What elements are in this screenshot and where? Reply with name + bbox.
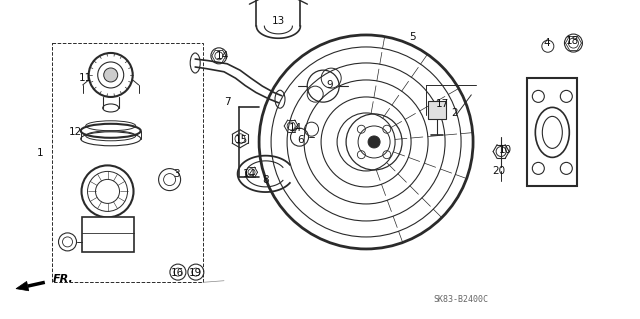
Circle shape	[432, 105, 442, 115]
Text: 17: 17	[436, 99, 449, 109]
Text: 14: 14	[216, 51, 229, 61]
Text: 5: 5	[410, 32, 416, 42]
Text: 20: 20	[493, 166, 506, 176]
Text: FR.: FR.	[53, 274, 74, 284]
Text: 4: 4	[544, 38, 550, 48]
Text: 7: 7	[224, 97, 230, 107]
Text: 11: 11	[79, 73, 92, 83]
Circle shape	[368, 136, 380, 148]
Text: 14: 14	[243, 169, 256, 179]
Text: 9: 9	[326, 79, 333, 90]
Text: 8: 8	[262, 175, 269, 185]
Bar	[527, 78, 577, 186]
Text: 13: 13	[272, 16, 285, 26]
Polygon shape	[16, 281, 29, 291]
Text: 16: 16	[171, 268, 184, 278]
Text: 10: 10	[499, 145, 512, 155]
Bar	[428, 101, 446, 119]
Text: 15: 15	[236, 135, 248, 145]
Text: 6: 6	[298, 135, 304, 145]
Text: 18: 18	[566, 36, 579, 47]
Text: 3: 3	[173, 169, 179, 179]
Text: 2: 2	[451, 108, 458, 118]
Circle shape	[104, 68, 118, 82]
Text: 19: 19	[189, 268, 202, 278]
Text: 12: 12	[69, 127, 82, 137]
Text: SK83-B2400C: SK83-B2400C	[433, 295, 488, 304]
Text: 1: 1	[36, 148, 43, 158]
Text: 14: 14	[289, 122, 302, 133]
Bar	[81, 218, 134, 252]
Bar	[52, 43, 203, 282]
